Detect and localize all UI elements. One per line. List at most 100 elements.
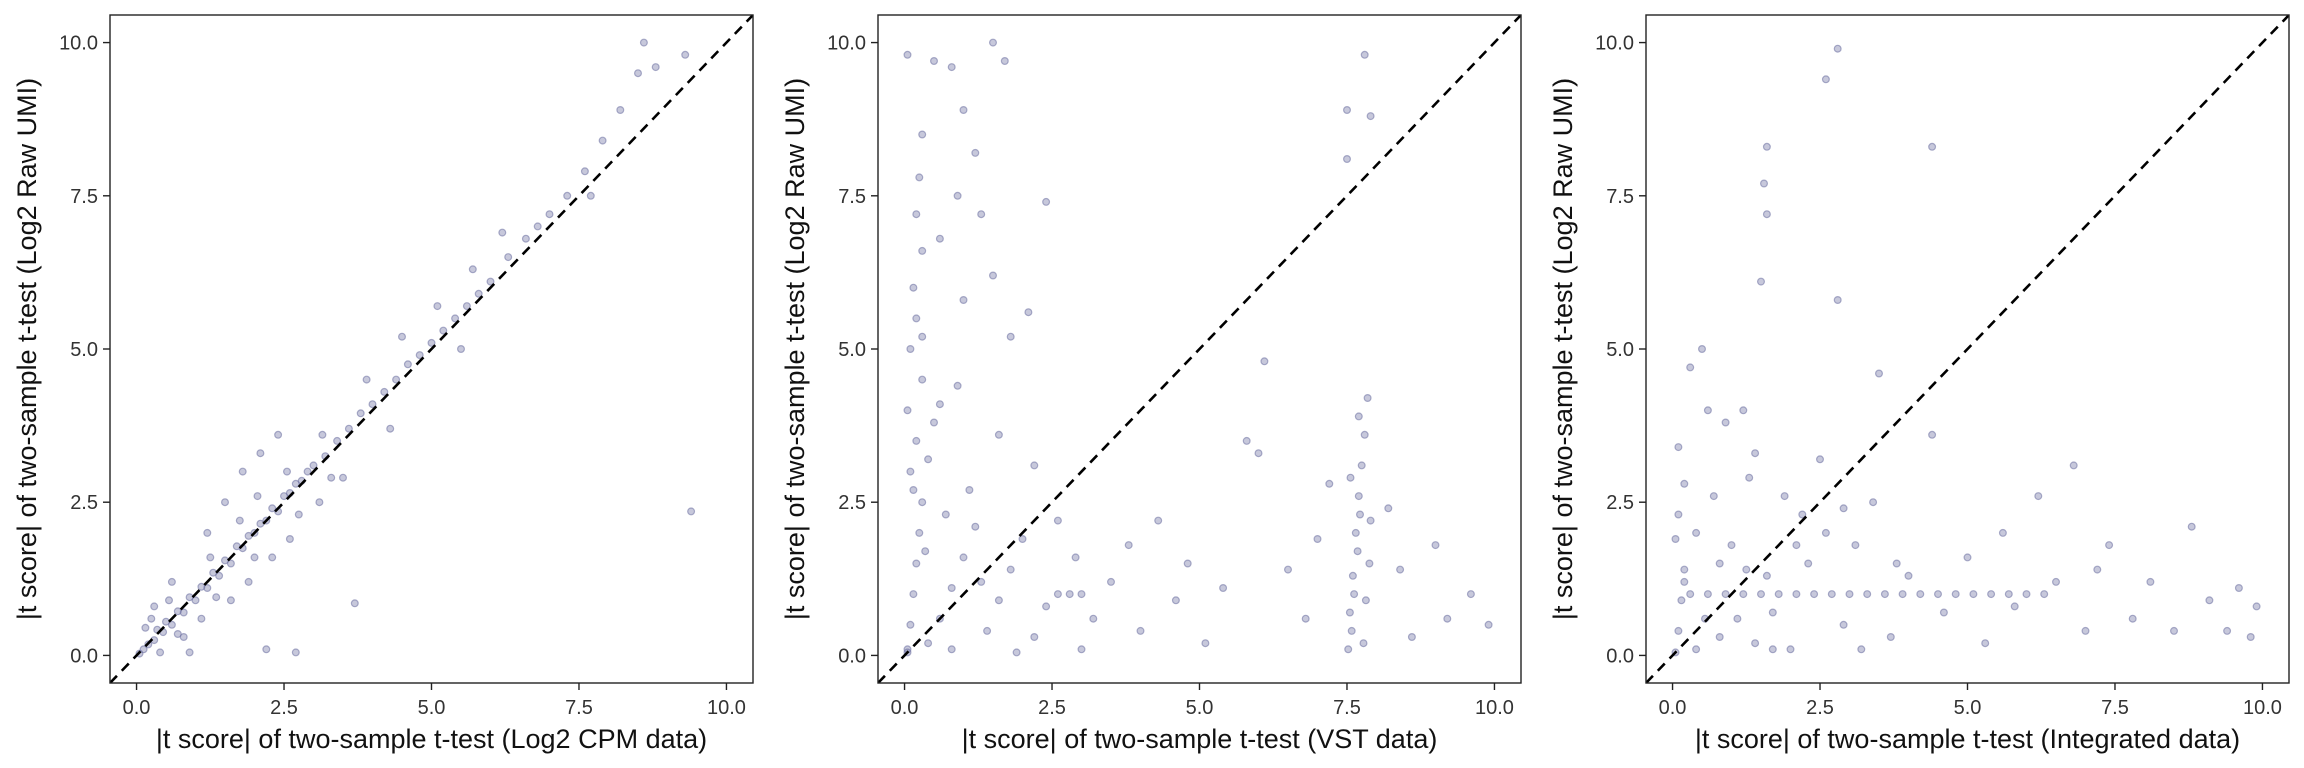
y-tick-label: 5.0 — [838, 339, 866, 361]
data-point — [235, 516, 244, 525]
data-point — [1928, 430, 1937, 439]
data-point — [1821, 75, 1830, 84]
data-point — [1030, 461, 1039, 470]
data-point — [1774, 590, 1783, 599]
data-point — [1674, 626, 1683, 635]
data-point — [681, 50, 690, 59]
data-point — [1365, 559, 1374, 568]
data-point — [598, 136, 607, 145]
data-point — [1863, 590, 1872, 599]
data-point — [1998, 528, 2007, 537]
data-point — [1342, 105, 1351, 114]
data-point — [344, 424, 353, 433]
panel-3: 0.0 2.5 5.0 7.5 10.00.02.55.07.510.0|t score… — [1548, 14, 2290, 754]
x-tick-label: 0.0 — [123, 697, 151, 719]
data-point — [616, 105, 625, 114]
data-point — [462, 302, 471, 311]
data-point — [1833, 44, 1842, 53]
data-point — [953, 381, 962, 390]
data-point — [1484, 620, 1493, 629]
data-point — [988, 271, 997, 280]
data-point — [1344, 645, 1353, 654]
y-tick-label: 7.5 — [838, 186, 866, 208]
y-tick-label: 0.0 — [1606, 645, 1634, 667]
data-point — [1431, 541, 1440, 550]
data-point — [474, 289, 483, 298]
data-point — [315, 498, 324, 507]
data-point — [2205, 596, 2214, 605]
data-point — [2010, 602, 2019, 611]
x-tick-label: 10.0 — [707, 697, 746, 719]
data-point — [1880, 590, 1889, 599]
data-point — [994, 430, 1003, 439]
data-point — [2146, 577, 2155, 586]
data-point — [909, 486, 918, 495]
data-point — [1260, 357, 1269, 366]
data-point — [915, 528, 924, 537]
data-point — [935, 400, 944, 409]
data-point — [1874, 369, 1883, 378]
data-point — [1768, 645, 1777, 654]
data-point — [250, 553, 259, 562]
reference-line-y-equals-x — [878, 15, 1521, 683]
data-point — [197, 582, 206, 591]
data-point — [1839, 504, 1848, 513]
data-point — [580, 167, 589, 176]
data-point — [1000, 56, 1009, 65]
plot-area — [1646, 15, 2289, 683]
data-point — [1798, 510, 1807, 519]
data-point — [1346, 473, 1355, 482]
x-tick-label: 0.0 — [891, 697, 919, 719]
data-point — [2187, 522, 2196, 531]
data-point — [1804, 559, 1813, 568]
data-point — [1981, 639, 1990, 648]
x-tick-label: 5.0 — [1186, 697, 1214, 719]
y-tick-label: 5.0 — [1606, 339, 1634, 361]
x-tick-label: 5.0 — [418, 697, 446, 719]
data-point — [156, 648, 165, 657]
data-point — [1810, 590, 1819, 599]
data-point — [398, 332, 407, 341]
data-point — [498, 228, 507, 237]
data-point — [633, 69, 642, 78]
plot-area — [878, 15, 1521, 683]
data-point — [486, 277, 495, 286]
data-point — [2246, 632, 2255, 641]
data-point — [912, 436, 921, 445]
data-point — [262, 645, 271, 654]
data-point — [1680, 479, 1689, 488]
data-point — [1360, 50, 1369, 59]
data-point — [1845, 590, 1854, 599]
data-point — [1183, 559, 1192, 568]
y-tick-label: 0.0 — [838, 645, 866, 667]
data-point — [1345, 608, 1354, 617]
data-point — [1951, 590, 1960, 599]
data-point — [1839, 620, 1848, 629]
data-point — [427, 338, 436, 347]
x-axis-label: |t score| of two-sample t-test (Log2 CPM… — [156, 724, 707, 754]
data-point — [1006, 565, 1015, 574]
data-point — [1815, 455, 1824, 464]
data-point — [1898, 590, 1907, 599]
data-point — [415, 351, 424, 360]
data-point — [1350, 590, 1359, 599]
data-point — [327, 473, 336, 482]
y-tick-label: 7.5 — [70, 186, 98, 208]
data-point — [903, 50, 912, 59]
data-point — [1703, 406, 1712, 415]
data-point — [1357, 461, 1366, 470]
data-point — [1154, 516, 1163, 525]
data-point — [1987, 590, 1996, 599]
data-point — [212, 593, 221, 602]
y-tick-label: 2.5 — [1606, 492, 1634, 514]
data-point — [2234, 583, 2243, 592]
data-point — [1671, 534, 1680, 543]
data-point — [1697, 345, 1706, 354]
data-point — [1024, 308, 1033, 317]
data-point — [294, 510, 303, 519]
data-point — [924, 639, 933, 648]
data-point — [1359, 639, 1368, 648]
data-point — [1355, 510, 1364, 519]
data-point — [1886, 632, 1895, 641]
data-point — [1124, 541, 1133, 550]
